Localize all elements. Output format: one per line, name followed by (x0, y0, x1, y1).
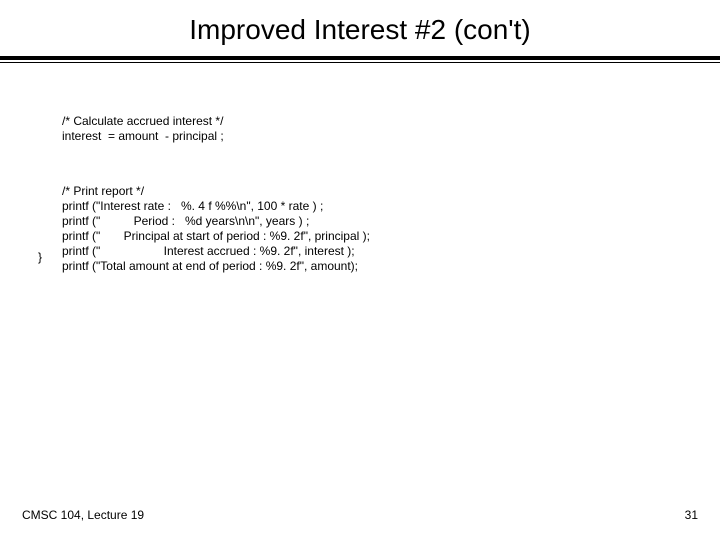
code-paragraph-1: /* Calculate accrued interest */ interes… (62, 114, 662, 144)
title-divider (0, 56, 720, 64)
page-title: Improved Interest #2 (con't) (0, 14, 720, 46)
code-comment-1: /* Calculate accrued interest */ (62, 114, 223, 128)
footer-left: CMSC 104, Lecture 19 (22, 508, 144, 522)
footer-page-number: 31 (685, 508, 698, 522)
code-line-5: printf (" Interest accrued : %9. 2f", in… (62, 244, 355, 258)
code-line-2: printf ("Interest rate : %. 4 f %%\n", 1… (62, 199, 323, 213)
code-paragraph-2: /* Print report */ printf ("Interest rat… (62, 184, 662, 274)
divider-thick-line (0, 56, 720, 60)
code-line-6: printf ("Total amount at end of period :… (62, 259, 358, 273)
code-comment-2: /* Print report */ (62, 184, 144, 198)
code-closing-brace: } (38, 250, 42, 264)
code-block: /* Calculate accrued interest */ interes… (62, 84, 662, 314)
code-line-3: printf (" Period : %d years\n\n", years … (62, 214, 309, 228)
slide: Improved Interest #2 (con't) /* Calculat… (0, 0, 720, 540)
code-line-4: printf (" Principal at start of period :… (62, 229, 370, 243)
code-line-1: interest = amount - principal ; (62, 129, 224, 143)
divider-thin-line (0, 62, 720, 63)
